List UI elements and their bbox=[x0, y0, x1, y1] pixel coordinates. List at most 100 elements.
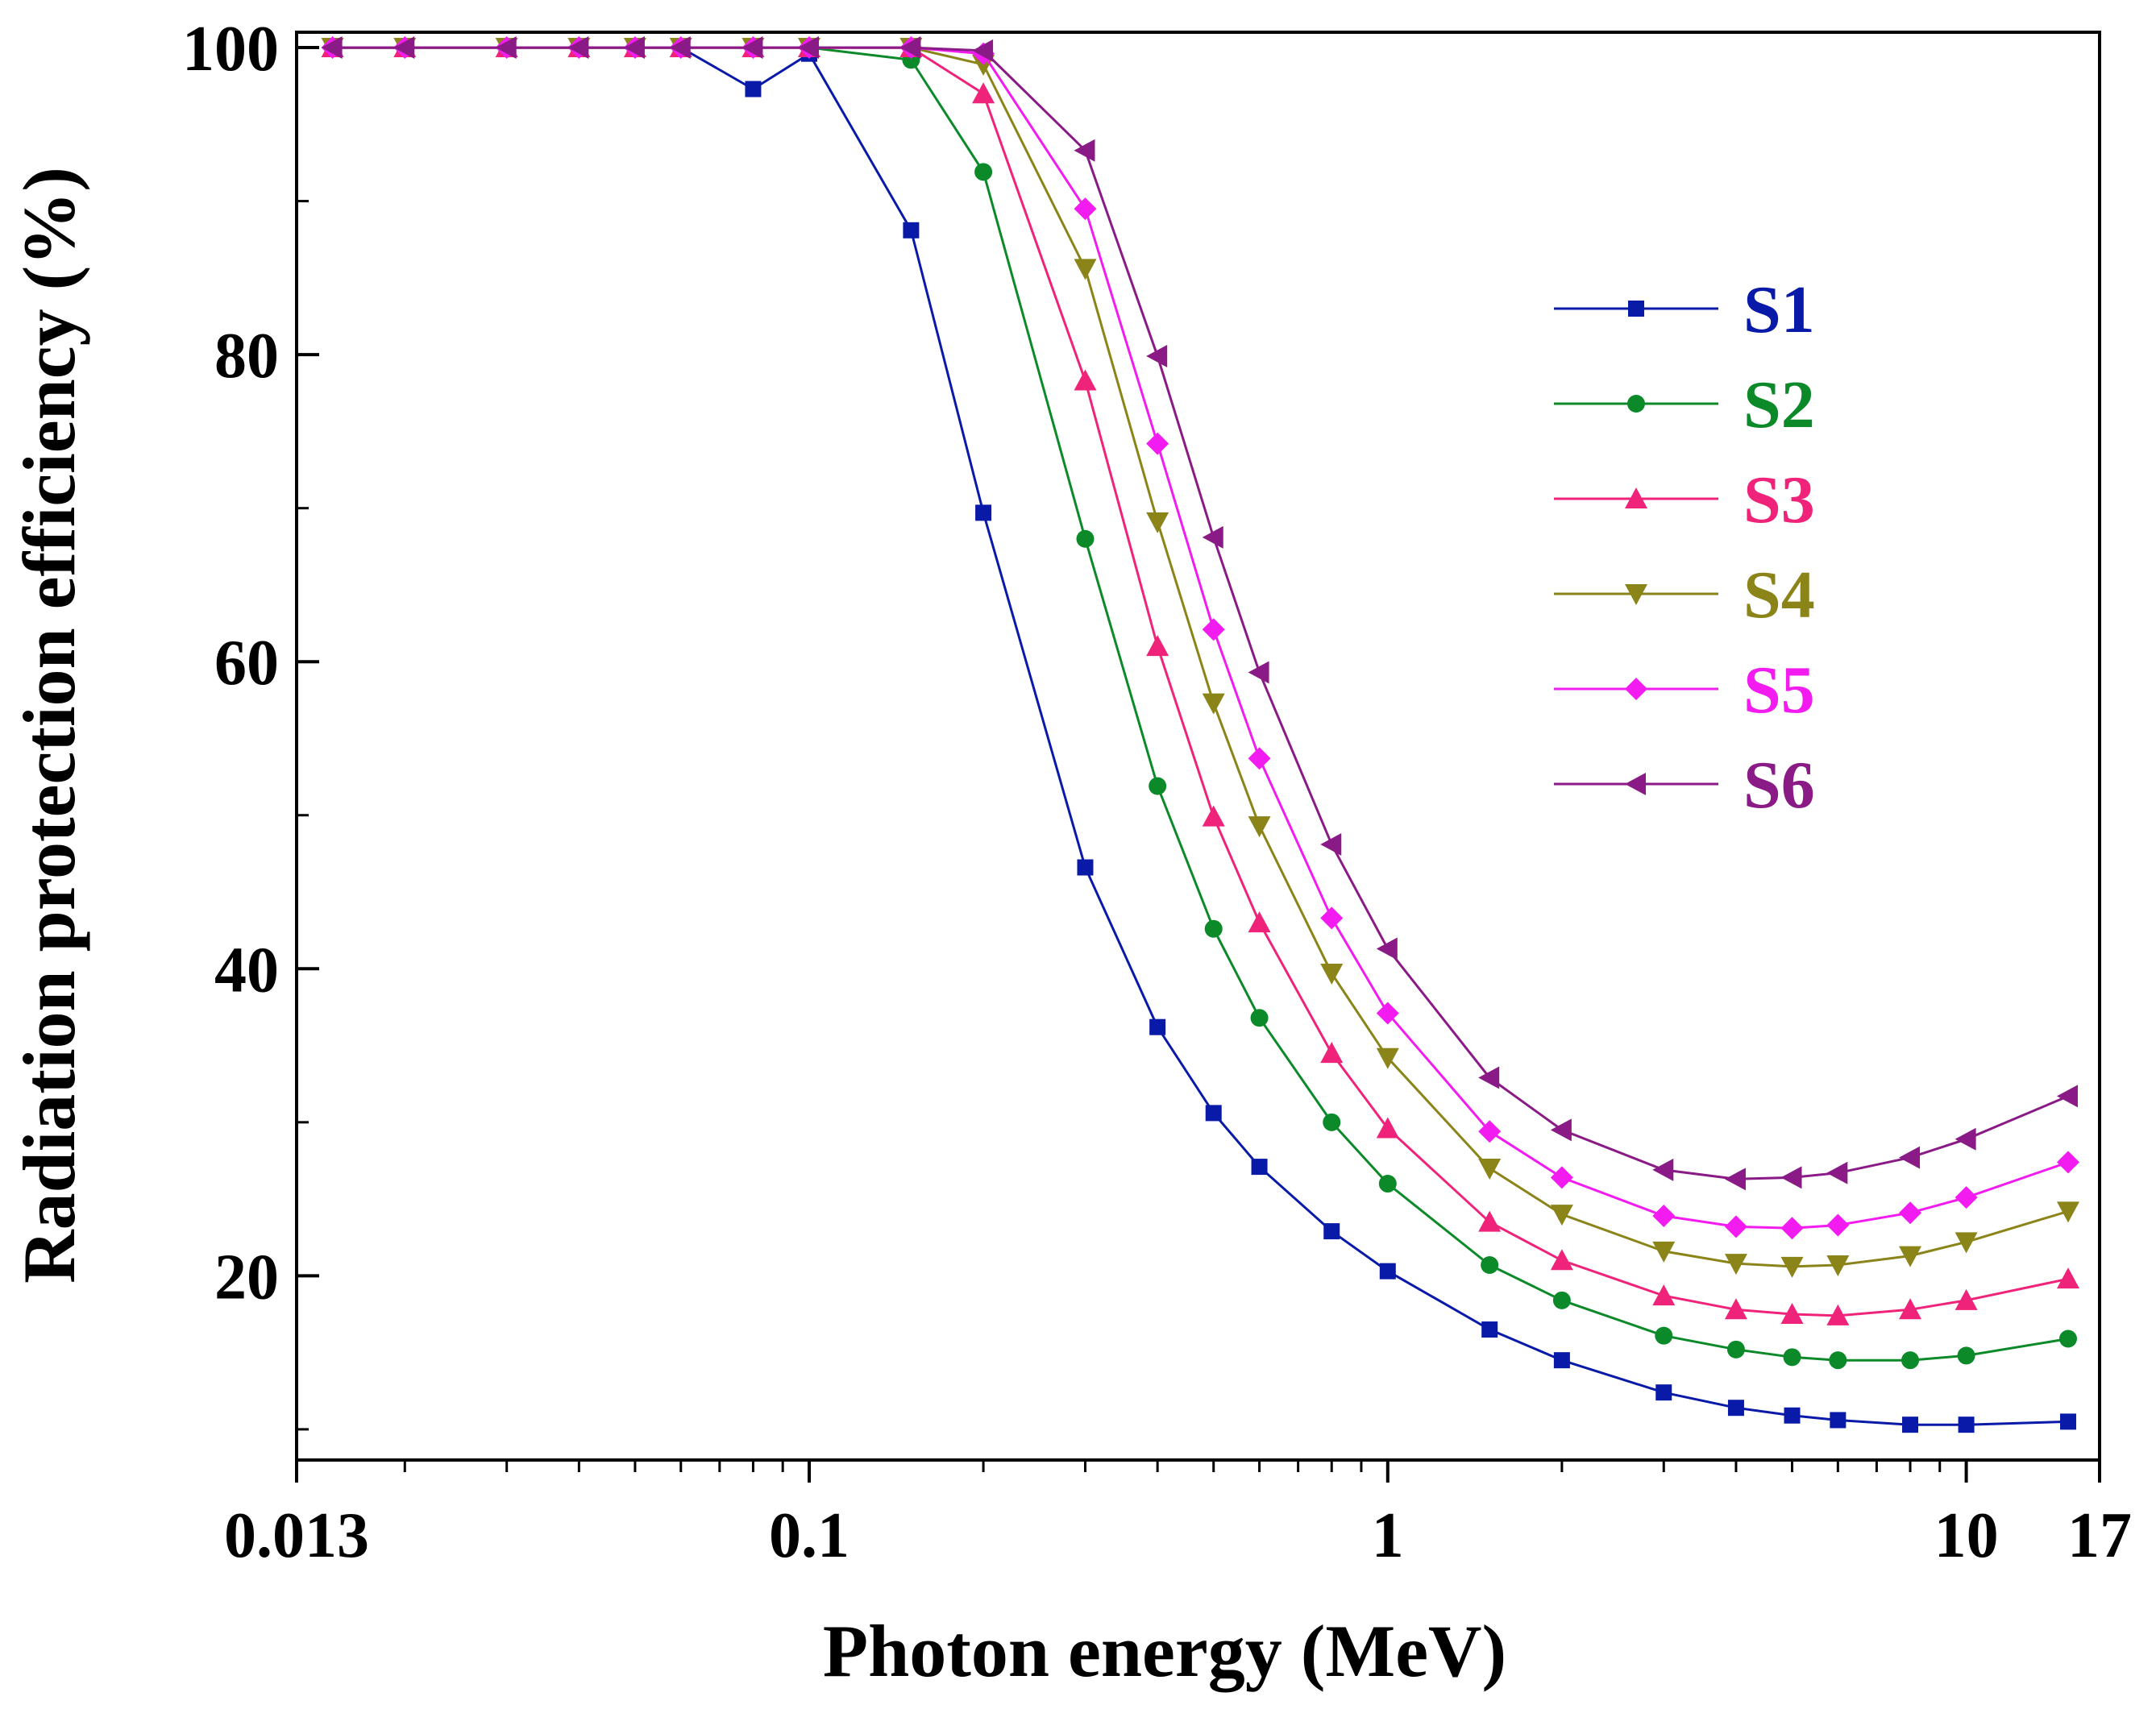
data-point bbox=[1899, 1146, 1921, 1169]
series-line-s5 bbox=[332, 46, 2069, 1230]
legend-marker bbox=[1627, 395, 1645, 413]
data-point bbox=[1780, 1217, 1804, 1240]
data-point bbox=[1784, 1407, 1801, 1424]
legend-label: S1 bbox=[1743, 272, 1815, 347]
data-point bbox=[1248, 747, 1271, 770]
data-point bbox=[1958, 1417, 1975, 1433]
data-point bbox=[1955, 1288, 1978, 1310]
series-line-s1 bbox=[332, 46, 2069, 1426]
legend-marker bbox=[1628, 301, 1644, 317]
data-point bbox=[1826, 1213, 1850, 1237]
legend-marker bbox=[1625, 678, 1647, 700]
y-tick-label: 80 bbox=[214, 321, 279, 392]
data-point bbox=[1481, 1256, 1499, 1275]
legend-marker bbox=[1625, 487, 1647, 508]
x-tick-label: 10 bbox=[1934, 1500, 1999, 1571]
data-point bbox=[1780, 1302, 1804, 1324]
data-point bbox=[1652, 1241, 1676, 1263]
data-point bbox=[1826, 1255, 1850, 1277]
data-point bbox=[1323, 1223, 1340, 1240]
data-point bbox=[2056, 1267, 2079, 1289]
data-point bbox=[1829, 1351, 1847, 1370]
data-point bbox=[1550, 1249, 1573, 1271]
x-axis-title: Photon energy (MeV) bbox=[823, 1610, 1506, 1692]
data-point bbox=[1478, 1210, 1502, 1232]
data-point bbox=[1478, 1120, 1502, 1143]
data-point bbox=[1376, 1117, 1399, 1139]
y-axis-title: Radiation protection efficiency (%) bbox=[8, 167, 90, 1284]
legend-label: S5 bbox=[1743, 653, 1815, 728]
data-point bbox=[1320, 1042, 1344, 1064]
data-point bbox=[1902, 1417, 1919, 1433]
data-point bbox=[798, 36, 820, 60]
data-point bbox=[1727, 1400, 1744, 1417]
data-point bbox=[1149, 777, 1167, 795]
data-point bbox=[1323, 1113, 1341, 1131]
data-point bbox=[1248, 816, 1271, 838]
series-s3 bbox=[321, 36, 2079, 1325]
data-point bbox=[1320, 963, 1344, 985]
data-point bbox=[899, 36, 921, 60]
data-point bbox=[1724, 1298, 1747, 1320]
data-point bbox=[2059, 1413, 2076, 1430]
data-point bbox=[1202, 525, 1223, 549]
data-point bbox=[1553, 1352, 1570, 1369]
data-point bbox=[393, 36, 415, 60]
data-point bbox=[2056, 1151, 2079, 1174]
data-point bbox=[1205, 1105, 1222, 1122]
data-point bbox=[1478, 1158, 1502, 1180]
x-tick-label: 1 bbox=[1372, 1500, 1404, 1571]
data-point bbox=[1251, 1159, 1268, 1176]
series-s6 bbox=[321, 36, 2078, 1191]
data-point bbox=[2056, 1085, 2078, 1108]
plot-frame bbox=[295, 31, 2101, 1462]
data-point bbox=[1074, 259, 1097, 280]
data-point bbox=[1204, 919, 1223, 938]
data-point bbox=[974, 163, 993, 181]
legend-label: S6 bbox=[1743, 748, 1815, 823]
y-tick-label: 60 bbox=[214, 628, 279, 699]
data-point bbox=[1652, 1205, 1676, 1228]
data-point bbox=[1901, 1351, 1920, 1370]
legend-item-s5: S5 bbox=[1554, 653, 1815, 728]
data-point bbox=[1146, 432, 1169, 455]
data-point bbox=[1146, 512, 1169, 533]
legend: S1 S2 S3 S4 S5 S6 bbox=[1554, 272, 1815, 823]
legend-label: S3 bbox=[1743, 463, 1815, 537]
data-point bbox=[1248, 661, 1269, 684]
legend-item-s6: S6 bbox=[1554, 748, 1815, 823]
data-point bbox=[1552, 1291, 1571, 1309]
x-tick-label: 0.1 bbox=[769, 1500, 850, 1571]
data-point bbox=[1899, 1201, 1922, 1225]
data-point bbox=[1481, 1321, 1498, 1338]
data-point bbox=[1550, 1205, 1573, 1226]
data-point bbox=[1376, 937, 1398, 960]
data-point bbox=[742, 36, 763, 60]
data-point bbox=[1955, 1186, 1978, 1209]
data-point bbox=[1652, 1158, 1674, 1181]
data-point bbox=[1478, 1066, 1500, 1089]
data-point bbox=[903, 222, 920, 239]
legend-label: S2 bbox=[1743, 367, 1815, 442]
data-point bbox=[1724, 1168, 1746, 1191]
data-point bbox=[1780, 1256, 1804, 1278]
legend-item-s1: S1 bbox=[1554, 272, 1815, 347]
data-point bbox=[1146, 635, 1169, 657]
data-point bbox=[1320, 906, 1344, 930]
data-point bbox=[1826, 1161, 1848, 1184]
data-point bbox=[2058, 1329, 2077, 1348]
data-point bbox=[1830, 1412, 1847, 1429]
data-point bbox=[1780, 1166, 1802, 1189]
data-point bbox=[1146, 345, 1168, 368]
data-point bbox=[972, 82, 995, 104]
data-point bbox=[1955, 1127, 1976, 1151]
data-point bbox=[1076, 529, 1095, 548]
legend-marker bbox=[1625, 584, 1647, 605]
legend-item-s4: S4 bbox=[1554, 558, 1815, 633]
y-tick-label: 40 bbox=[214, 935, 279, 1006]
data-point bbox=[1379, 1263, 1396, 1280]
axes: 20 40 60 80 100 0.013 0.1 1 10 17 bbox=[182, 14, 2132, 1571]
data-point bbox=[1652, 1284, 1676, 1306]
